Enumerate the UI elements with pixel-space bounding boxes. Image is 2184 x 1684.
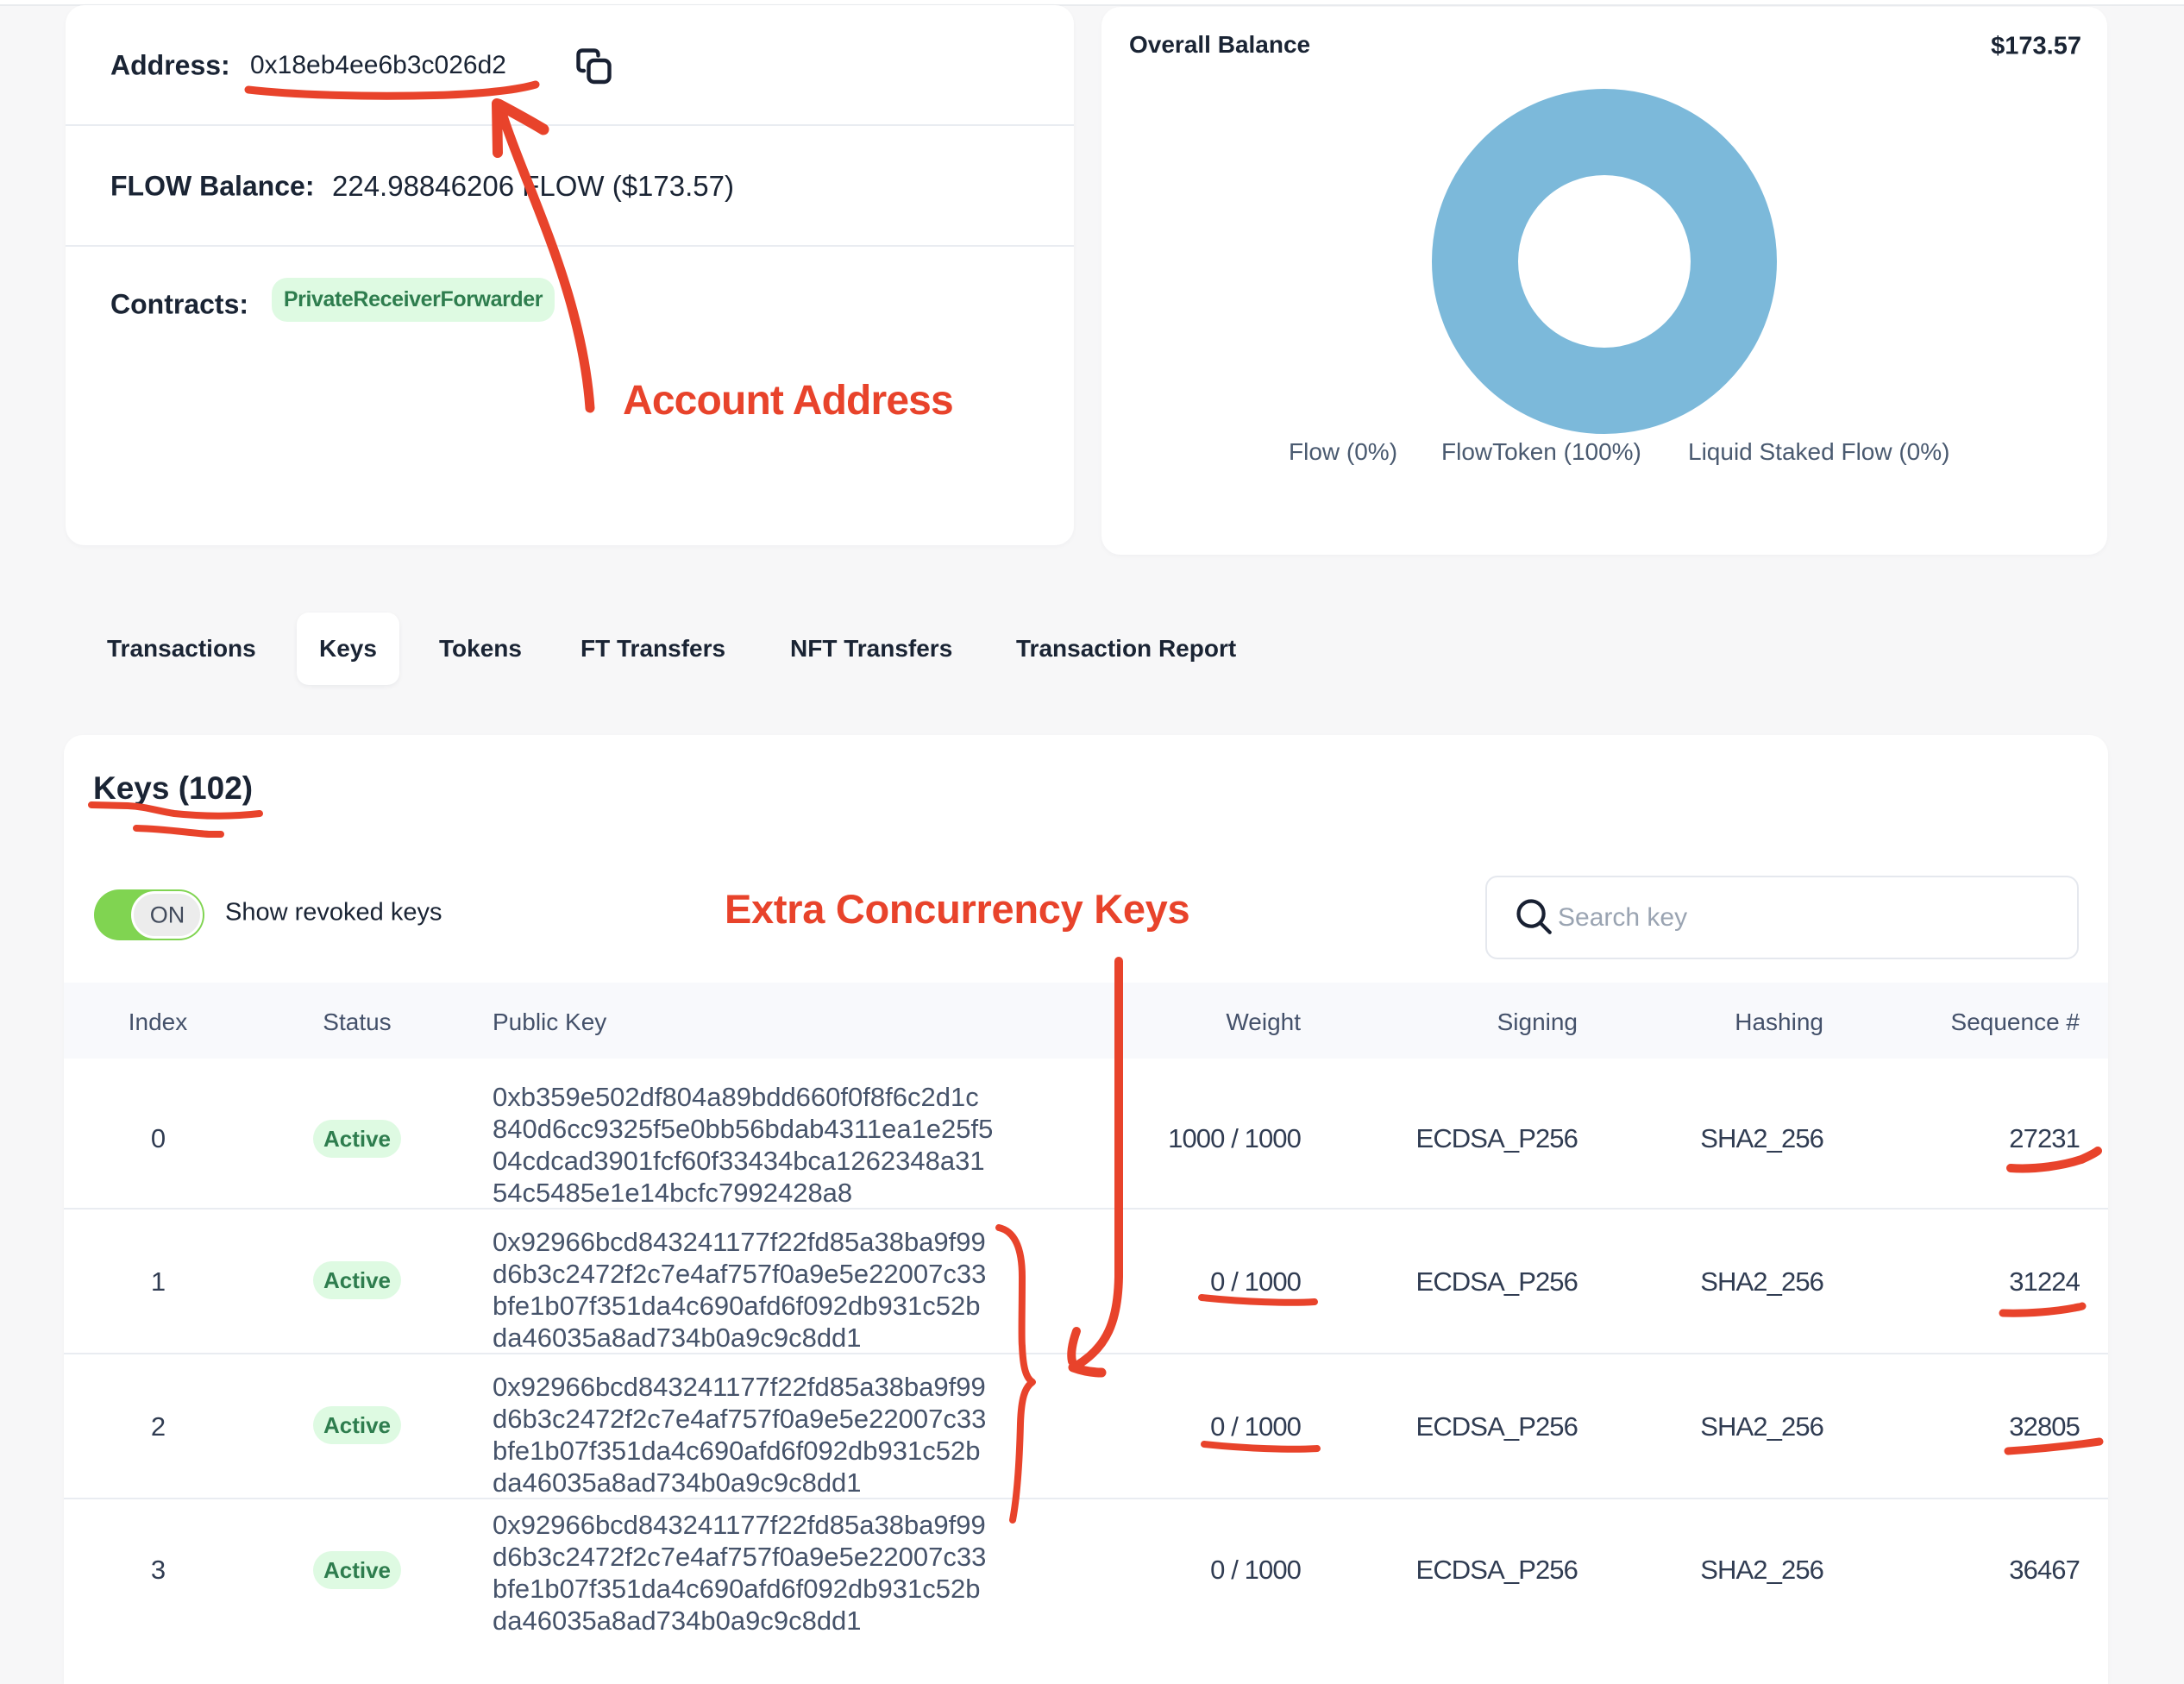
svg-text:Account Address: Account Address — [623, 378, 953, 424]
svg-text:Extra Concurrency Keys: Extra Concurrency Keys — [725, 886, 1189, 932]
